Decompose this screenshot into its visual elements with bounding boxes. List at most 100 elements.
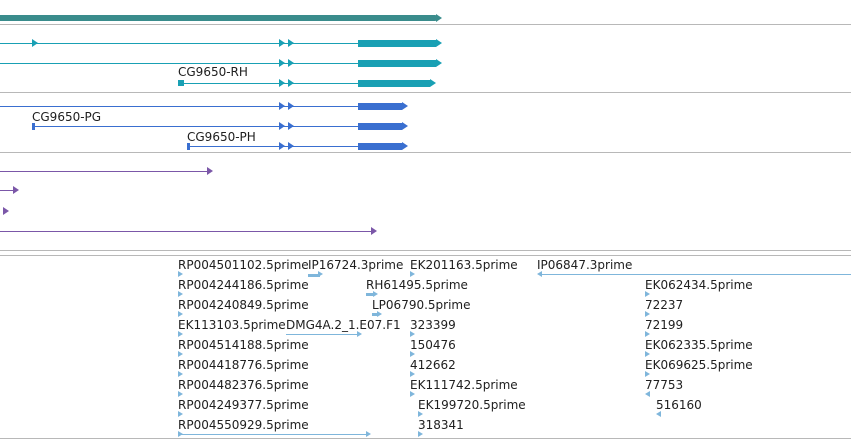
gene-end-arrow-icon — [436, 14, 442, 22]
transcript-intron-line — [0, 63, 360, 64]
transcript-intron-line — [0, 190, 14, 191]
strand-arrow-icon — [288, 39, 294, 47]
track-divider — [0, 255, 851, 256]
est-label[interactable]: EK069625.5prime — [645, 358, 753, 372]
est-feature[interactable] — [418, 411, 423, 417]
transcript-end-arrow-icon[interactable] — [371, 227, 377, 235]
transcript-label-pg[interactable]: CG9650-PG — [32, 110, 102, 124]
est-label[interactable]: RP004244186.5prime — [178, 278, 309, 292]
est-feature[interactable] — [410, 351, 415, 357]
est-label[interactable]: RP004514188.5prime — [178, 338, 309, 352]
est-feature[interactable] — [377, 311, 382, 317]
est-label[interactable]: EK113103.5prime — [178, 318, 286, 332]
strand-arrow-icon — [279, 59, 285, 67]
transcript-intron-line — [184, 83, 360, 84]
transcript-exon[interactable] — [358, 80, 430, 87]
est-feature[interactable] — [410, 391, 415, 397]
est-feature[interactable] — [178, 271, 183, 277]
est-label[interactable]: RP004482376.5prime — [178, 378, 309, 392]
transcript-end-arrow-icon[interactable] — [207, 167, 213, 175]
est-label[interactable]: 77753 — [645, 378, 684, 392]
est-feature[interactable] — [656, 411, 661, 417]
est-feature[interactable] — [418, 431, 423, 437]
exon-end-arrow-icon — [436, 59, 442, 67]
est-feature[interactable] — [645, 371, 650, 377]
est-label[interactable]: EK201163.5prime — [410, 258, 518, 272]
transcript-exon[interactable] — [358, 143, 402, 150]
exon-end-arrow-icon — [430, 79, 436, 87]
transcript-exon[interactable] — [358, 103, 402, 110]
est-label[interactable]: EK111742.5prime — [410, 378, 518, 392]
est-feature[interactable] — [178, 371, 183, 377]
est-feature[interactable] — [178, 411, 183, 417]
est-feature[interactable] — [357, 331, 362, 337]
transcript-end-arrow-icon[interactable] — [3, 207, 9, 215]
est-feature[interactable] — [178, 351, 183, 357]
est-label[interactable]: RP004240849.5prime — [178, 298, 309, 312]
est-label[interactable]: RH61495.5prime — [366, 278, 468, 292]
est-label[interactable]: EK062335.5prime — [645, 338, 753, 352]
est-label[interactable]: RP004550929.5prime — [178, 418, 309, 432]
strand-arrow-icon — [279, 142, 285, 150]
est-label[interactable]: IP16724.3prime — [308, 258, 404, 272]
est-label[interactable]: RP004418776.5prime — [178, 358, 309, 372]
transcript-exon[interactable] — [358, 123, 402, 130]
est-feature[interactable] — [178, 391, 183, 397]
transcript-end-arrow-icon[interactable] — [13, 186, 19, 194]
est-label[interactable]: 72237 — [645, 298, 684, 312]
transcript-label-ph[interactable]: CG9650-PH — [187, 130, 256, 144]
strand-arrow-icon — [288, 142, 294, 150]
est-feature[interactable] — [372, 313, 378, 316]
est-feature[interactable] — [366, 431, 371, 437]
est-feature[interactable] — [178, 311, 183, 317]
est-label[interactable]: IP06847.3prime — [537, 258, 633, 272]
est-feature[interactable] — [373, 291, 378, 297]
est-feature[interactable] — [286, 334, 358, 335]
est-label[interactable]: LP06790.5prime — [372, 298, 471, 312]
est-feature[interactable] — [178, 431, 183, 437]
est-label[interactable]: DMG4A.2_1.E07.F1 — [286, 318, 401, 332]
est-label[interactable]: EK062434.5prime — [645, 278, 753, 292]
transcript-exon[interactable] — [358, 60, 436, 67]
est-feature[interactable] — [180, 434, 368, 435]
est-feature[interactable] — [178, 331, 183, 337]
track-divider — [0, 24, 851, 25]
transcript-start-exon[interactable] — [32, 123, 35, 130]
strand-arrow-icon — [279, 122, 285, 130]
est-feature[interactable] — [308, 274, 320, 277]
est-feature[interactable] — [645, 391, 650, 397]
est-label[interactable]: 318341 — [418, 418, 464, 432]
strand-arrow-icon — [288, 122, 294, 130]
est-label[interactable]: 412662 — [410, 358, 456, 372]
est-label[interactable]: 150476 — [410, 338, 456, 352]
est-feature[interactable] — [410, 331, 415, 337]
gene-track — [0, 0, 851, 24]
strand-arrow-icon — [288, 59, 294, 67]
est-track: RP004501102.5prime IP16724.3prime EK2011… — [0, 256, 851, 440]
est-feature[interactable] — [410, 371, 415, 377]
est-label[interactable]: EK199720.5prime — [418, 398, 526, 412]
transcript-intron-line — [0, 171, 208, 172]
est-feature[interactable] — [645, 311, 650, 317]
est-label[interactable]: RP004249377.5prime — [178, 398, 309, 412]
est-feature[interactable] — [645, 331, 650, 337]
est-feature[interactable] — [366, 293, 374, 296]
exon-end-arrow-icon — [436, 39, 442, 47]
est-label[interactable]: 72199 — [645, 318, 684, 332]
est-label[interactable]: 516160 — [656, 398, 702, 412]
est-feature[interactable] — [542, 274, 851, 275]
est-label[interactable]: RP004501102.5prime — [178, 258, 309, 272]
transcript-start-exon[interactable] — [187, 143, 190, 150]
est-feature[interactable] — [178, 291, 183, 297]
gene-bar[interactable] — [0, 15, 438, 21]
est-label[interactable]: 323399 — [410, 318, 456, 332]
transcript-label-rh[interactable]: CG9650-RH — [178, 65, 248, 79]
est-feature[interactable] — [645, 291, 650, 297]
strand-arrow-icon — [279, 39, 285, 47]
transcript-start-exon[interactable] — [178, 80, 184, 86]
est-feature[interactable] — [537, 271, 542, 277]
est-feature[interactable] — [645, 351, 650, 357]
est-feature[interactable] — [410, 271, 415, 277]
est-feature[interactable] — [318, 271, 323, 277]
transcript-exon[interactable] — [358, 40, 436, 47]
